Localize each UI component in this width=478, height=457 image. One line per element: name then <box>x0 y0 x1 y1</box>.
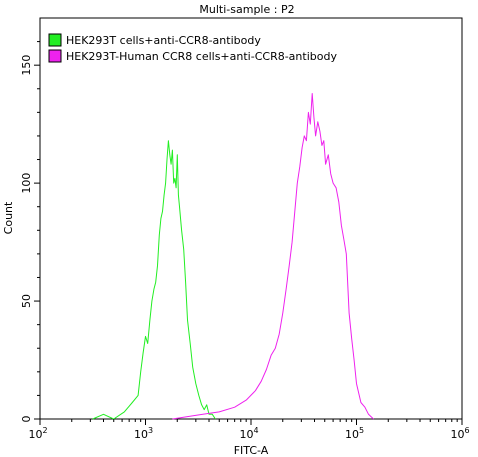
y-tick-label: 100 <box>20 173 33 194</box>
series-line-2 <box>172 93 374 420</box>
series-layer <box>92 93 374 420</box>
y-tick-label: 0 <box>20 416 33 423</box>
legend-label: HEK293T-Human CCR8 cells+anti-CCR8-antib… <box>66 50 337 63</box>
x-axis-label: FITC-A <box>234 444 269 457</box>
legend-swatch <box>48 49 62 63</box>
legend-label: HEK293T cells+anti-CCR8-antibody <box>66 34 261 47</box>
x-tick-label: 104 <box>239 426 258 441</box>
x-tick-label: 106 <box>450 426 469 441</box>
x-tick-label: 103 <box>134 426 153 441</box>
series-line-1 <box>92 140 216 420</box>
x-tick-label: 105 <box>345 426 364 441</box>
chart-title: Multi-sample : P2 <box>199 3 294 16</box>
axis-layer: 102 103 104 105 106 0 50 100 150 <box>20 41 470 441</box>
legend-swatch <box>48 33 62 47</box>
x-tick-label: 102 <box>28 426 47 441</box>
plot-frame <box>39 17 463 420</box>
y-tick-label: 50 <box>20 294 33 308</box>
y-axis-label: Count <box>2 201 15 234</box>
y-tick-label: 150 <box>20 55 33 76</box>
legend: HEK293T cells+anti-CCR8-antibody HEK293T-… <box>48 33 337 63</box>
